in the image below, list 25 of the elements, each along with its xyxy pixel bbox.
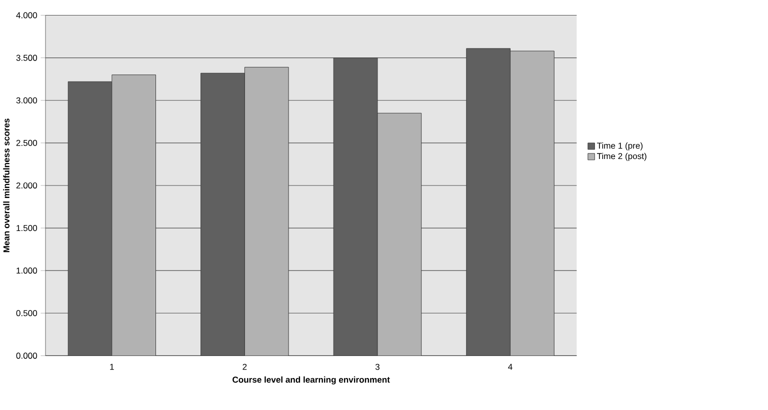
- bar: [466, 48, 511, 356]
- y-tick-label: 0.000: [16, 352, 38, 359]
- y-tick-label: 2.500: [16, 140, 38, 146]
- bar: [510, 50, 554, 356]
- y-tick-label: 4.000: [16, 12, 38, 18]
- bar: [244, 67, 289, 356]
- bar: [112, 74, 156, 356]
- x-axis-title: Course level and learning environment: [232, 376, 390, 384]
- y-tick-label: 1.000: [16, 268, 38, 274]
- bar: [334, 58, 378, 356]
- y-axis-title: Mean overall mindfulness scores: [3, 118, 10, 252]
- y-tick-label: 2.000: [16, 182, 38, 188]
- y-tick-label: 1.500: [16, 224, 38, 232]
- bar: [377, 113, 422, 356]
- x-tick-label: 1: [110, 364, 114, 370]
- x-tick-label: 2: [242, 364, 247, 370]
- y-tick-label: 3.500: [16, 54, 38, 61]
- bar: [200, 73, 245, 356]
- bar: [68, 82, 112, 356]
- y-tick-label: 3.000: [16, 97, 38, 104]
- x-tick-label: 3: [375, 364, 380, 370]
- x-tick-label: 4: [508, 364, 512, 370]
- legend-label: Time 1 (pre): [597, 142, 643, 150]
- legend-label: Time 2 (post): [597, 152, 646, 161]
- y-tick-label: 0.500: [16, 310, 38, 316]
